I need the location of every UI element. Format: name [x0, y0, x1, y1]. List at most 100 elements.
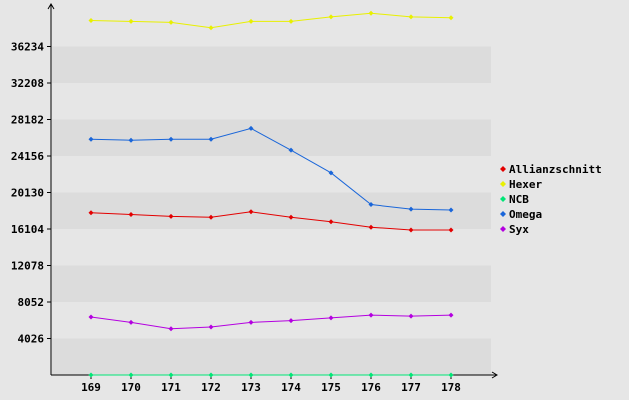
data-point-ncb — [328, 372, 334, 378]
data-point-ncb — [288, 372, 294, 378]
data-point-allianzschnitt — [368, 224, 374, 230]
y-tick-label: 28182 — [11, 114, 44, 127]
grid-band — [52, 46, 491, 83]
legend-marker-omega — [500, 211, 506, 217]
data-point-ncb — [448, 372, 454, 378]
legend-label-hexer: Hexer — [509, 178, 542, 191]
series-allianzschnitt — [88, 209, 454, 233]
data-point-omega — [328, 170, 334, 176]
legend-label-allianzschnitt: Allianzschnitt — [509, 163, 602, 176]
x-tick-label: 174 — [281, 381, 301, 394]
data-point-allianzschnitt — [328, 219, 334, 225]
data-point-ncb — [408, 372, 414, 378]
data-point-ncb — [248, 372, 254, 378]
series-line-omega — [90, 127, 452, 211]
data-point-hexer — [88, 18, 94, 24]
y-tick-label: 12078 — [11, 260, 44, 273]
data-point-syx — [328, 315, 334, 321]
y-tick-label: 20130 — [11, 187, 44, 200]
data-point-omega — [88, 136, 94, 142]
y-axis-ticks: 4026 8052 12078 16104 20130 24156 28182 32208 36… — [11, 41, 51, 346]
data-point-syx — [368, 312, 374, 318]
x-tick-label: 176 — [361, 381, 381, 394]
series-line-syx — [90, 314, 452, 330]
x-tick-label: 172 — [201, 381, 221, 394]
data-point-allianzschnitt — [408, 227, 414, 233]
data-point-omega — [248, 125, 254, 131]
grid-band — [52, 338, 491, 375]
data-point-hexer — [128, 18, 134, 24]
data-point-syx — [128, 319, 134, 325]
legend-marker-hexer — [500, 181, 506, 187]
y-tick-label: 24156 — [11, 150, 44, 163]
x-tick-label: 178 — [441, 381, 461, 394]
x-tick-label: 177 — [401, 381, 421, 394]
data-point-allianzschnitt — [168, 213, 174, 219]
data-point-omega — [368, 202, 374, 208]
data-point-syx — [448, 312, 454, 318]
series-omega — [88, 125, 454, 213]
series-line-allianzschnitt — [90, 211, 451, 231]
data-point-syx — [248, 319, 254, 325]
data-point-hexer — [408, 14, 414, 20]
data-point-allianzschnitt — [288, 214, 294, 220]
x-tick-label: 173 — [241, 381, 261, 394]
data-point-allianzschnitt — [448, 227, 454, 233]
data-point-hexer — [368, 10, 374, 16]
y-tick-label: 4026 — [18, 333, 45, 346]
data-point-hexer — [168, 19, 174, 25]
data-point-omega — [128, 137, 134, 143]
legend-label-omega: Omega — [509, 208, 542, 221]
data-point-hexer — [208, 25, 214, 31]
data-point-allianzschnitt — [208, 214, 214, 220]
x-axis-ticks: 169 170 171 172 173 174 175 176 177 178 — [81, 375, 461, 394]
legend-label-ncb: NCB — [509, 193, 529, 206]
data-point-syx — [88, 314, 94, 320]
data-point-syx — [168, 326, 174, 332]
y-tick-label: 8052 — [18, 296, 45, 309]
data-point-omega — [168, 136, 174, 142]
x-axis-arrow — [491, 371, 498, 379]
series-ncb — [88, 372, 454, 378]
legend-marker-ncb — [500, 196, 506, 202]
legend-marker-syx — [500, 226, 506, 232]
legend: Allianzschnitt Hexer NCB Omega Syx — [500, 163, 602, 236]
data-point-ncb — [88, 372, 94, 378]
legend-label-syx: Syx — [509, 223, 529, 236]
data-point-syx — [208, 324, 214, 330]
data-point-ncb — [368, 372, 374, 378]
x-tick-label: 170 — [121, 381, 141, 394]
data-point-hexer — [288, 18, 294, 24]
data-point-ncb — [168, 372, 174, 378]
series-syx — [88, 312, 454, 332]
grid-band — [52, 192, 491, 229]
grid-band — [52, 119, 491, 156]
data-point-allianzschnitt — [128, 212, 134, 218]
data-point-syx — [288, 318, 294, 324]
data-point-hexer — [248, 18, 254, 24]
data-point-hexer — [448, 15, 454, 21]
data-point-ncb — [208, 372, 214, 378]
data-point-ncb — [128, 372, 134, 378]
grid-bands — [52, 46, 491, 375]
y-tick-label: 36234 — [11, 41, 44, 54]
series-line-hexer — [90, 12, 452, 29]
data-point-allianzschnitt — [248, 209, 254, 215]
x-tick-label: 171 — [161, 381, 181, 394]
x-tick-label: 175 — [321, 381, 341, 394]
data-point-omega — [208, 136, 214, 142]
data-point-omega — [408, 206, 414, 212]
data-point-allianzschnitt — [88, 210, 94, 216]
x-tick-label: 169 — [81, 381, 101, 394]
data-point-omega — [288, 147, 294, 153]
data-point-omega — [448, 207, 454, 213]
series-layer — [88, 10, 454, 378]
data-point-syx — [408, 313, 414, 319]
y-tick-label: 16104 — [11, 223, 44, 236]
y-axis-arrow — [47, 3, 55, 10]
data-point-hexer — [328, 14, 334, 20]
series-hexer — [88, 10, 454, 31]
y-tick-label: 32208 — [11, 77, 44, 90]
